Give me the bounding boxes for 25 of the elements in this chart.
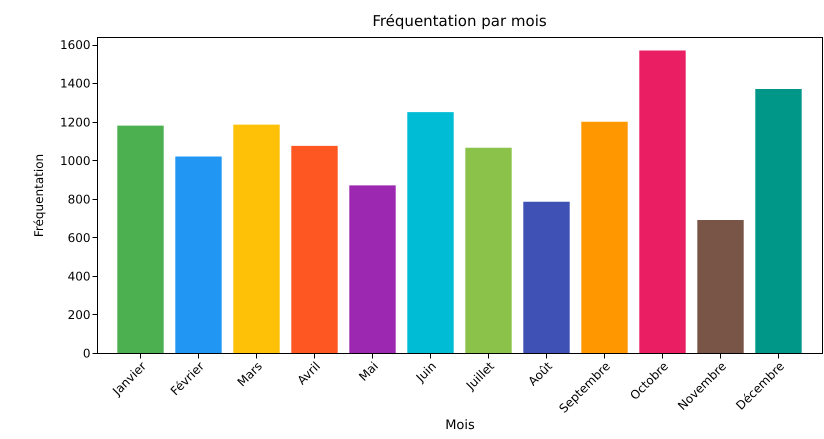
y-tick-label: 400 — [68, 269, 90, 284]
bar — [523, 202, 570, 353]
bar — [581, 122, 628, 353]
bar — [639, 50, 686, 353]
y-tick-label: 1000 — [60, 154, 90, 168]
bar — [755, 89, 802, 353]
bar — [407, 112, 454, 353]
bar — [291, 146, 338, 353]
chart-title: Fréquentation par mois — [372, 12, 547, 30]
x-tick-label: Mai — [356, 359, 381, 384]
y-tick-label: 600 — [68, 230, 90, 245]
y-tick-label: 800 — [68, 192, 90, 206]
y-tick-label: 0 — [82, 346, 90, 360]
bar — [697, 220, 744, 353]
bar — [349, 185, 396, 353]
x-axis-title: Mois — [445, 418, 475, 433]
bar — [175, 156, 222, 353]
y-axis-title: Fréquentation — [32, 154, 46, 238]
y-tick-label: 200 — [68, 308, 90, 322]
bar — [233, 124, 280, 353]
bar — [117, 126, 164, 353]
y-tick-label: 1200 — [60, 115, 90, 130]
y-tick-label: 1600 — [60, 38, 90, 52]
bar — [465, 148, 512, 353]
y-tick-label: 1400 — [60, 76, 90, 91]
